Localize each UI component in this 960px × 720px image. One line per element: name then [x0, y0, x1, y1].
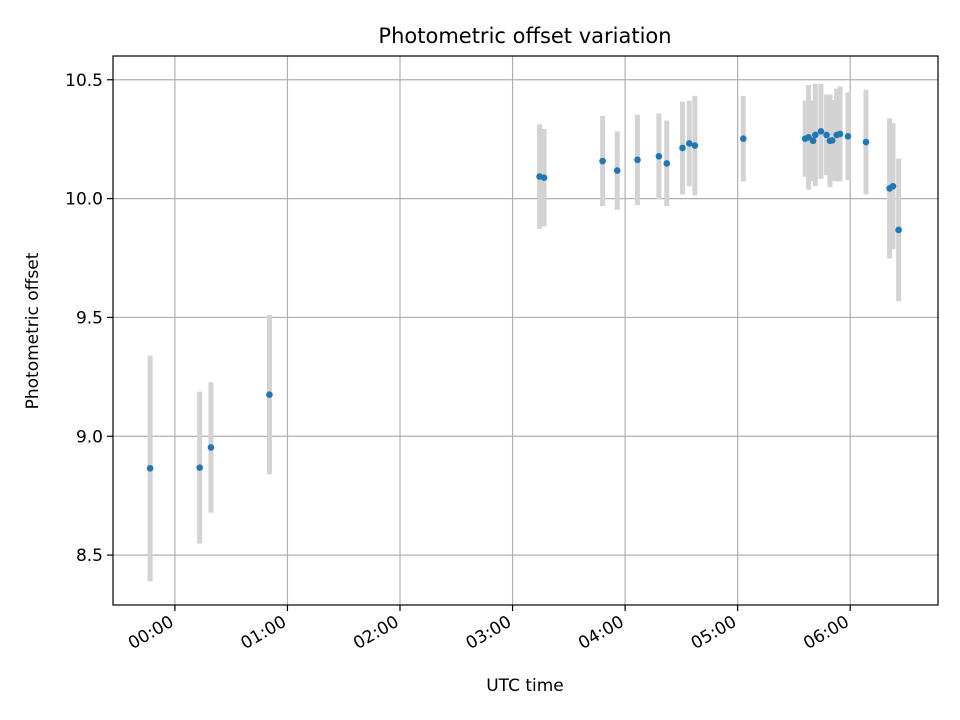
data-point	[844, 133, 852, 140]
x-tick-label: 02:00	[350, 612, 402, 654]
data-point	[207, 444, 215, 451]
data-point	[836, 130, 844, 138]
errorbars	[147, 83, 902, 582]
data-point	[828, 137, 836, 144]
data-point	[895, 226, 902, 234]
x-tick-label: 00:00	[125, 612, 177, 654]
y-tick-label: 10.0	[65, 190, 103, 210]
data-point	[613, 167, 621, 174]
data-point	[812, 131, 819, 139]
y-axis-label: Photometric offset	[23, 252, 43, 409]
x-tick-label: 04:00	[575, 612, 627, 654]
data-point	[266, 391, 273, 398]
data-point	[146, 465, 154, 472]
x-axis-label: UTC time	[486, 676, 564, 696]
data-points	[146, 128, 902, 472]
data-point	[540, 174, 548, 181]
data-point	[823, 131, 830, 139]
y-tick-label: 10.5	[65, 71, 103, 91]
data-point	[599, 157, 606, 165]
y-tick-label: 9.0	[76, 427, 103, 447]
data-point	[685, 140, 693, 147]
data-point	[196, 464, 203, 471]
data-point	[679, 144, 686, 152]
data-point	[817, 128, 825, 135]
data-point	[655, 152, 663, 160]
x-tick-label: 03:00	[463, 612, 515, 654]
x-tick-label: 06:00	[800, 612, 852, 654]
data-point	[889, 182, 897, 190]
y-tick-label: 8.5	[76, 546, 103, 566]
data-point	[805, 133, 812, 141]
data-point	[862, 138, 870, 146]
data-point	[739, 135, 747, 143]
chart-title: Photometric offset variation	[378, 24, 671, 48]
plot-frame	[112, 55, 939, 606]
data-point	[691, 142, 699, 149]
axis-ticks: 00:00 01:00 02:00 03:00 04:00 05:00 06:00 8.5 9.…	[65, 71, 853, 654]
data-point	[663, 160, 671, 167]
x-tick-label: 05:00	[688, 612, 740, 654]
grid	[113, 56, 938, 605]
data-point	[634, 156, 641, 164]
data-point	[809, 137, 817, 145]
x-tick-label: 01:00	[238, 612, 290, 654]
y-tick-label: 9.5	[76, 308, 103, 328]
